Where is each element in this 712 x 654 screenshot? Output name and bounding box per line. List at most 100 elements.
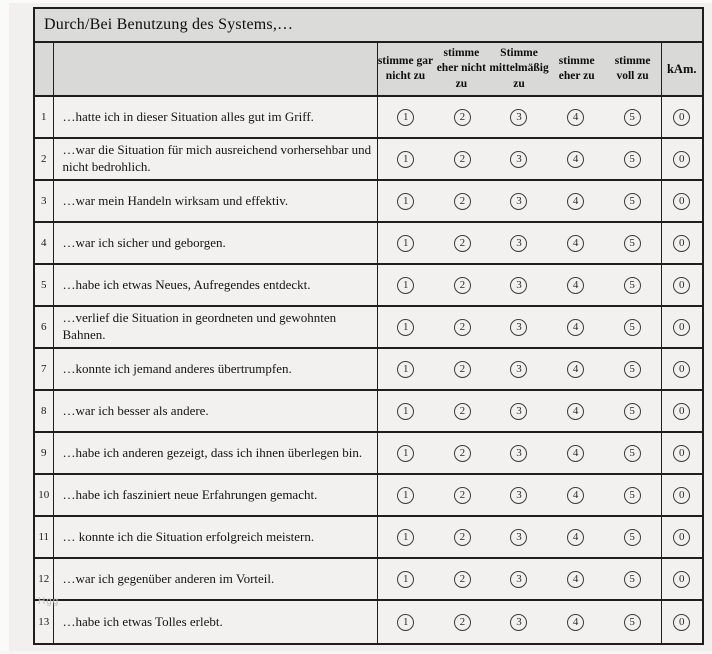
rating-option-4[interactable]: 4 (547, 444, 604, 462)
rating-option-4[interactable]: 4 (547, 486, 604, 504)
rating-option-4[interactable]: 4 (547, 528, 604, 546)
kam-option[interactable]: 0 (673, 150, 691, 168)
rating-option-3[interactable]: 3 (491, 613, 548, 631)
row-number: 11 (35, 517, 54, 557)
rating-option-5[interactable]: 5 (604, 108, 661, 126)
rating-option-5[interactable]: 5 (604, 360, 661, 378)
rating-option-1[interactable]: 1 (378, 318, 435, 336)
rating-option-2[interactable]: 2 (434, 570, 491, 588)
statement-text: …verlief die Situation in geordneten und… (54, 307, 378, 347)
rating-option-2[interactable]: 2 (434, 318, 491, 336)
rating-option-4[interactable]: 4 (547, 276, 604, 294)
rating-options: 1 2 3 4 5 (378, 433, 662, 473)
circled-number-icon: 5 (623, 402, 641, 420)
rating-options: 1 2 3 4 5 (378, 139, 662, 179)
rating-option-3[interactable]: 3 (491, 276, 548, 294)
kam-option[interactable]: 0 (673, 402, 691, 420)
circled-number-icon: 4 (567, 192, 585, 210)
rating-option-2[interactable]: 2 (434, 108, 491, 126)
kam-cell: 0 (662, 349, 703, 389)
circled-number-icon: 5 (623, 192, 641, 210)
kam-option[interactable]: 0 (673, 613, 691, 631)
statement-text: … konnte ich die Situation erfolgreich m… (54, 517, 378, 557)
rating-option-2[interactable]: 2 (434, 528, 491, 546)
rating-option-2[interactable]: 2 (434, 234, 491, 252)
rating-option-4[interactable]: 4 (547, 360, 604, 378)
kam-option[interactable]: 0 (673, 234, 691, 252)
statement-text: …habe ich etwas Neues, Aufregendes entde… (54, 265, 378, 305)
rating-option-2[interactable]: 2 (434, 360, 491, 378)
rating-option-5[interactable]: 5 (604, 486, 661, 504)
rating-option-1[interactable]: 1 (378, 402, 435, 420)
rating-option-4[interactable]: 4 (547, 150, 604, 168)
rating-option-5[interactable]: 5 (604, 402, 661, 420)
rating-option-4[interactable]: 4 (547, 192, 604, 210)
table-row: 12 …war ich gegenüber anderen im Vorteil… (35, 559, 702, 601)
rating-option-3[interactable]: 3 (491, 486, 548, 504)
rating-option-4[interactable]: 4 (547, 402, 604, 420)
kam-option[interactable]: 0 (673, 192, 691, 210)
rating-option-1[interactable]: 1 (378, 108, 435, 126)
rating-option-2[interactable]: 2 (434, 150, 491, 168)
rating-option-3[interactable]: 3 (491, 192, 548, 210)
rating-option-1[interactable]: 1 (378, 528, 435, 546)
rating-option-4[interactable]: 4 (547, 234, 604, 252)
rating-option-5[interactable]: 5 (604, 570, 661, 588)
rating-option-5[interactable]: 5 (604, 318, 661, 336)
table-row: 3 …war mein Handeln wirksam und effektiv… (35, 181, 702, 223)
kam-option[interactable]: 0 (673, 360, 691, 378)
kam-option[interactable]: 0 (673, 570, 691, 588)
circled-number-icon: 3 (510, 276, 528, 294)
rating-option-1[interactable]: 1 (378, 570, 435, 588)
rating-option-3[interactable]: 3 (491, 360, 548, 378)
rating-option-2[interactable]: 2 (434, 402, 491, 420)
rating-option-4[interactable]: 4 (547, 108, 604, 126)
rating-option-3[interactable]: 3 (491, 150, 548, 168)
rating-option-2[interactable]: 2 (434, 192, 491, 210)
table-row: 10 …habe ich fasziniert neue Erfahrungen… (35, 475, 702, 517)
kam-option[interactable]: 0 (673, 318, 691, 336)
rating-option-5[interactable]: 5 (604, 234, 661, 252)
kam-option[interactable]: 0 (673, 444, 691, 462)
rating-option-1[interactable]: 1 (378, 276, 435, 294)
kam-option[interactable]: 0 (673, 486, 691, 504)
rating-option-5[interactable]: 5 (604, 150, 661, 168)
rating-option-1[interactable]: 1 (378, 360, 435, 378)
rating-option-1[interactable]: 1 (378, 192, 435, 210)
circled-number-icon: 1 (397, 444, 415, 462)
rating-option-5[interactable]: 5 (604, 613, 661, 631)
rating-option-1[interactable]: 1 (378, 613, 435, 631)
rating-option-3[interactable]: 3 (491, 570, 548, 588)
rating-option-3[interactable]: 3 (491, 108, 548, 126)
rating-option-3[interactable]: 3 (491, 318, 548, 336)
rating-option-2[interactable]: 2 (434, 276, 491, 294)
kam-cell: 0 (662, 181, 703, 221)
rating-option-4[interactable]: 4 (547, 613, 604, 631)
row-number: 10 (35, 475, 54, 515)
rating-option-1[interactable]: 1 (378, 150, 435, 168)
rating-option-3[interactable]: 3 (491, 234, 548, 252)
rating-option-3[interactable]: 3 (491, 528, 548, 546)
rating-options: 1 2 3 4 5 (378, 517, 662, 557)
row-number: 4 (35, 223, 54, 263)
rating-option-1[interactable]: 1 (378, 444, 435, 462)
rating-options: 1 2 3 4 5 (378, 265, 662, 305)
rating-option-3[interactable]: 3 (491, 444, 548, 462)
kam-option[interactable]: 0 (673, 108, 691, 126)
rating-option-5[interactable]: 5 (604, 444, 661, 462)
kam-option[interactable]: 0 (673, 528, 691, 546)
rating-option-2[interactable]: 2 (434, 444, 491, 462)
rating-option-2[interactable]: 2 (434, 613, 491, 631)
rating-option-4[interactable]: 4 (547, 318, 604, 336)
rating-option-3[interactable]: 3 (491, 402, 548, 420)
rating-option-5[interactable]: 5 (604, 528, 661, 546)
rating-option-1[interactable]: 1 (378, 234, 435, 252)
circled-number-icon: 5 (623, 444, 641, 462)
rating-option-4[interactable]: 4 (547, 570, 604, 588)
rating-option-5[interactable]: 5 (604, 192, 661, 210)
kam-option[interactable]: 0 (673, 276, 691, 294)
rating-option-1[interactable]: 1 (378, 486, 435, 504)
rating-option-5[interactable]: 5 (604, 276, 661, 294)
rating-option-2[interactable]: 2 (434, 486, 491, 504)
table-row: 9 …habe ich anderen gezeigt, dass ich ih… (35, 433, 702, 475)
